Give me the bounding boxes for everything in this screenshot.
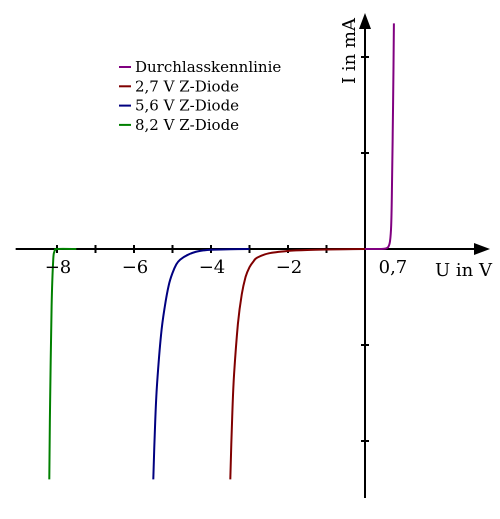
x-tick-label: −6 — [122, 257, 149, 278]
series-line — [152, 248, 250, 480]
ticks — [56, 56, 369, 442]
legend-label: 5,6 V Z-Diode — [135, 97, 239, 115]
tick-labels: −8 −6 −4 −2 0,7 — [45, 257, 408, 278]
y-axis-arrow — [359, 13, 371, 29]
series-line — [229, 248, 366, 480]
curves — [48, 23, 395, 480]
x-tick-label: −8 — [45, 257, 72, 278]
legend-label: Durchlasskennlinie — [135, 58, 281, 76]
series-line — [48, 247, 77, 480]
x-tick-label: −4 — [199, 257, 226, 278]
x-tick-label: −2 — [276, 257, 303, 278]
y-axis-label: I in mA — [339, 17, 360, 84]
legend-label: 8,2 V Z-Diode — [135, 116, 239, 134]
x-axis-label: U in V — [435, 260, 493, 281]
legend-label: 2,7 V Z-Diode — [135, 77, 239, 95]
series-line — [365, 23, 395, 251]
x-axis-arrow — [474, 243, 490, 255]
x-tick-label: 0,7 — [379, 257, 408, 278]
axes — [15, 13, 490, 498]
